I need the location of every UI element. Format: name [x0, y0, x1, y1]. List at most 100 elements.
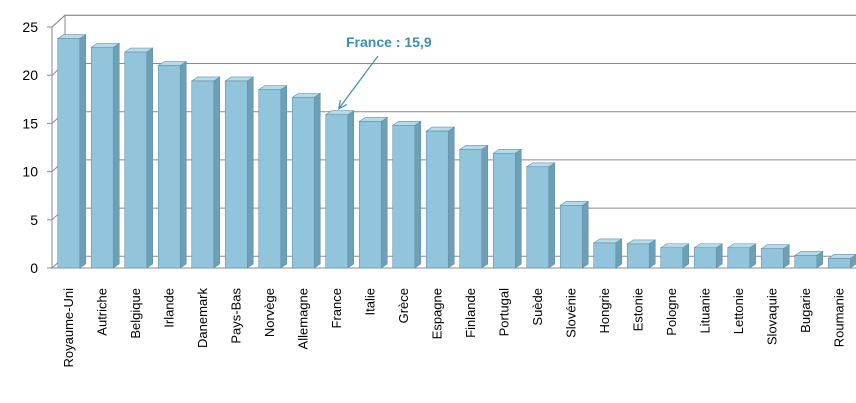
- x-tick-label: Belgique: [128, 288, 143, 339]
- y-tick-label: 5: [30, 212, 38, 228]
- bar-front: [827, 258, 851, 269]
- france-annotation: France : 15,9: [337, 34, 432, 110]
- bar-side: [581, 200, 589, 269]
- bar-front: [425, 130, 449, 269]
- bar-front: [191, 80, 215, 269]
- back-wall-top: [51, 14, 856, 28]
- x-tick-label: Pologne: [664, 288, 679, 336]
- y-tick-label: 25: [22, 19, 38, 35]
- bar-side: [313, 92, 321, 269]
- bar-side: [280, 85, 288, 269]
- bar: [291, 92, 322, 269]
- bar-front: [660, 247, 684, 269]
- annotation-label: France : 15,9: [346, 34, 432, 50]
- bar: [324, 110, 355, 269]
- annotation-arrow: [338, 55, 379, 110]
- bar: [525, 162, 556, 269]
- bar-side: [548, 162, 556, 269]
- bar: [726, 243, 757, 269]
- bar: [592, 238, 623, 269]
- y-tick-label: 20: [22, 67, 38, 83]
- y-axis-ticks: 0 5 10 15 20 25: [22, 19, 38, 276]
- bar-side: [380, 116, 388, 269]
- bar-front: [90, 46, 114, 269]
- bar: [693, 243, 724, 269]
- bar-side: [213, 76, 221, 269]
- bar-side: [79, 34, 87, 269]
- bar: [626, 239, 657, 269]
- bar-front: [593, 242, 617, 269]
- x-tick-label: Portugal: [496, 288, 511, 337]
- x-tick-label: Hongrie: [597, 288, 612, 334]
- bar: [492, 148, 523, 269]
- bar-side: [146, 47, 154, 269]
- bar-front: [392, 125, 416, 269]
- bar: [123, 47, 154, 269]
- bar-side: [447, 126, 455, 269]
- x-tick-label: Estonie: [630, 288, 645, 331]
- bar-front: [157, 65, 181, 269]
- x-tick-label: Danemark: [195, 288, 210, 348]
- x-tick-label: Slovaquie: [764, 288, 779, 345]
- x-tick-label: Slovénie: [563, 288, 578, 338]
- x-tick-label: Lituanie: [697, 288, 712, 334]
- x-tick-label: Suède: [530, 288, 545, 326]
- bar: [224, 76, 255, 269]
- bar-front: [760, 248, 784, 269]
- x-tick-label: Finlande: [463, 288, 478, 338]
- bar-front: [794, 255, 818, 269]
- bar-front: [526, 166, 550, 269]
- bar-side: [514, 148, 522, 269]
- bar: [56, 34, 87, 269]
- bar: [425, 126, 456, 269]
- bar: [659, 243, 690, 269]
- bar-front: [559, 205, 583, 269]
- x-tick-label: Lettonie: [731, 288, 746, 334]
- bar-front: [224, 80, 248, 269]
- bar-front: [459, 149, 483, 269]
- y-tick-label: 0: [30, 260, 38, 276]
- bar-front: [358, 121, 382, 269]
- x-tick-label: Irlande: [161, 288, 176, 328]
- x-tick-label: Autriche: [94, 288, 109, 336]
- bar: [458, 144, 489, 269]
- bar-side: [347, 110, 355, 269]
- bar: [793, 250, 824, 269]
- x-tick-label: Norvège: [262, 288, 277, 337]
- x-axis-ticks: Royaume-Uni Autriche Belgique Irlande Danema…: [61, 288, 847, 368]
- bar-front: [727, 247, 751, 269]
- bar-front: [626, 243, 650, 269]
- bar-side: [648, 239, 656, 269]
- x-tick-label: Grèce: [396, 288, 411, 323]
- x-tick-label: Allemagne: [295, 288, 310, 349]
- bar: [391, 120, 422, 269]
- gridline: [51, 14, 856, 28]
- bar: [358, 116, 389, 269]
- y-tick-label: 10: [22, 164, 38, 180]
- bar: [257, 85, 288, 269]
- bar: [157, 60, 188, 269]
- bar-side: [481, 144, 489, 269]
- bar: [760, 244, 791, 269]
- x-tick-label: France: [329, 288, 344, 328]
- bar-front: [291, 97, 315, 269]
- annotation-arrowhead: [337, 99, 348, 110]
- x-tick-label: Bugarie: [798, 288, 813, 333]
- bars: [56, 34, 856, 269]
- x-tick-label: Pays-Bas: [228, 288, 243, 344]
- bar: [90, 42, 121, 269]
- bar-front: [492, 152, 516, 269]
- bar-front: [325, 114, 349, 269]
- x-tick-label: Espagne: [429, 288, 444, 339]
- bar-front: [124, 51, 148, 269]
- x-tick-label: Italie: [362, 288, 377, 315]
- bar-front: [693, 247, 717, 269]
- y-tick-label: 15: [22, 115, 38, 131]
- bar-side: [179, 60, 187, 269]
- bar-side: [615, 238, 623, 269]
- bar-front: [57, 38, 81, 269]
- bar: [559, 200, 590, 269]
- bar: [190, 76, 221, 269]
- x-tick-label: Royaume-Uni: [61, 288, 76, 368]
